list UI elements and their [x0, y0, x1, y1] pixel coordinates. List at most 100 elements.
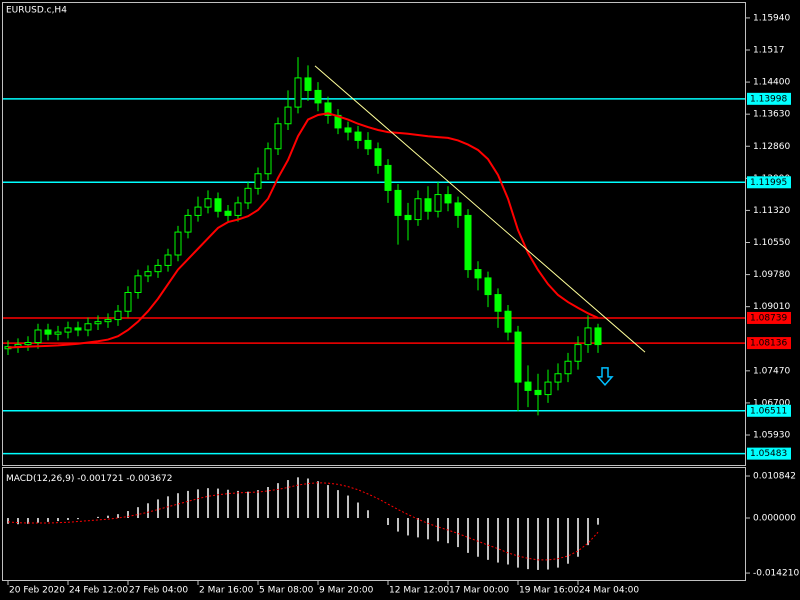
x-tick-label: 9 Mar 20:00 [319, 586, 374, 596]
level-label-box [747, 92, 791, 105]
level-label: 1.08136 [750, 339, 787, 349]
y-tick-label: 1.09010 [753, 302, 790, 312]
candle-body [234, 202, 242, 216]
macd-value: -0.001721 [77, 474, 123, 484]
candle-body [594, 327, 602, 346]
level-label: 1.11995 [750, 178, 787, 188]
x-tick-label: 5 Mar 08:00 [259, 586, 314, 596]
x-tick-label: 17 Mar 00:00 [449, 586, 509, 596]
candle-body [574, 344, 582, 362]
candle-body [284, 106, 292, 125]
signal-value: -0.003672 [126, 474, 172, 484]
y-tick-label: 1.11320 [753, 206, 790, 216]
candle-body [214, 198, 222, 212]
level-label-box [747, 337, 791, 350]
y-tick-label: 1.1517 [753, 46, 785, 56]
candle-body [254, 173, 262, 189]
y-tick-label: 1.15940 [753, 13, 790, 23]
candle-body [344, 127, 352, 133]
y-tick-label: -0.014210 [753, 569, 799, 579]
level-label: 1.05483 [750, 449, 787, 459]
candle-body [74, 327, 82, 331]
candle-body [294, 77, 302, 108]
candle-body [544, 381, 552, 396]
candle-body [454, 202, 462, 216]
candle-body [174, 231, 182, 256]
level-label: 1.06511 [750, 406, 787, 416]
candle-body [374, 148, 382, 166]
moving-average [7, 112, 599, 349]
candle-body [184, 214, 192, 233]
candle-body [524, 381, 532, 391]
candle-body [164, 254, 172, 266]
candle-body [134, 275, 142, 294]
candle-body [584, 327, 592, 346]
candle-body [54, 331, 62, 335]
candle-body [154, 264, 162, 273]
candle-body [44, 329, 52, 335]
candle-body [554, 373, 562, 383]
x-tick-label: 19 Mar 16:00 [519, 586, 579, 596]
level-label: 1.08739 [750, 313, 787, 323]
level-label-box [747, 311, 791, 324]
y-tick-label: 1.06700 [753, 398, 790, 408]
candle-body [514, 331, 522, 383]
x-tick-label: 2 Mar 16:00 [199, 586, 254, 596]
candle-body [24, 342, 32, 346]
level-label: 1.13998 [750, 94, 787, 104]
candle-body [434, 194, 442, 212]
candle-body [94, 321, 102, 325]
candle-body [424, 198, 432, 212]
candle-body [354, 131, 362, 141]
macd-panel-border [2, 467, 746, 581]
candle-body [64, 327, 72, 333]
candle-body [204, 198, 212, 208]
x-tick-label: 27 Feb 04:00 [129, 586, 188, 596]
candle-body [494, 294, 502, 312]
candle-body [124, 292, 132, 312]
symbol-title: EURUSD.c,H4 [6, 6, 67, 16]
candle-body [244, 187, 252, 204]
candle-body [314, 89, 322, 104]
y-tick-label: 0.010842 [753, 472, 796, 482]
candle-body [264, 148, 272, 175]
candle-body [324, 102, 332, 116]
down-arrow [596, 367, 614, 387]
candle-body [464, 214, 472, 271]
candle-body [104, 319, 112, 323]
candle-body [224, 210, 232, 216]
macd-title: MACD(12,26,9) -0.001721 -0.003672 [6, 474, 173, 484]
x-tick-label: 24 Feb 12:00 [69, 586, 128, 596]
candle-body [144, 271, 152, 277]
candle-body [504, 310, 512, 333]
candle-body [474, 269, 482, 279]
y-tick-label: 1.07470 [753, 366, 790, 376]
candle-body [34, 329, 42, 343]
signal-line [7, 482, 599, 561]
candle-body [484, 277, 492, 296]
y-tick-label: 1.05930 [753, 431, 790, 441]
level-label-box [747, 404, 791, 417]
candle-body [394, 189, 402, 216]
candle-body [564, 360, 572, 375]
candle-body [364, 139, 372, 150]
trendline [314, 65, 646, 353]
candle-body [304, 77, 312, 91]
candle-body [404, 214, 412, 221]
candle-body [444, 194, 452, 204]
candle-body [84, 323, 92, 331]
level-label-box [747, 176, 791, 189]
y-tick-label: 1.13630 [753, 110, 790, 120]
candle-body [384, 164, 392, 191]
candle-body [534, 389, 542, 396]
y-tick-label: 0.000000 [753, 514, 796, 524]
macd-name: MACD(12,26,9) [6, 474, 74, 484]
price-panel-border [2, 2, 746, 466]
y-tick-label: 1.12860 [753, 142, 790, 152]
candle-body [114, 310, 122, 321]
y-tick-label: 1.09780 [753, 270, 790, 280]
candle-body [414, 198, 422, 221]
